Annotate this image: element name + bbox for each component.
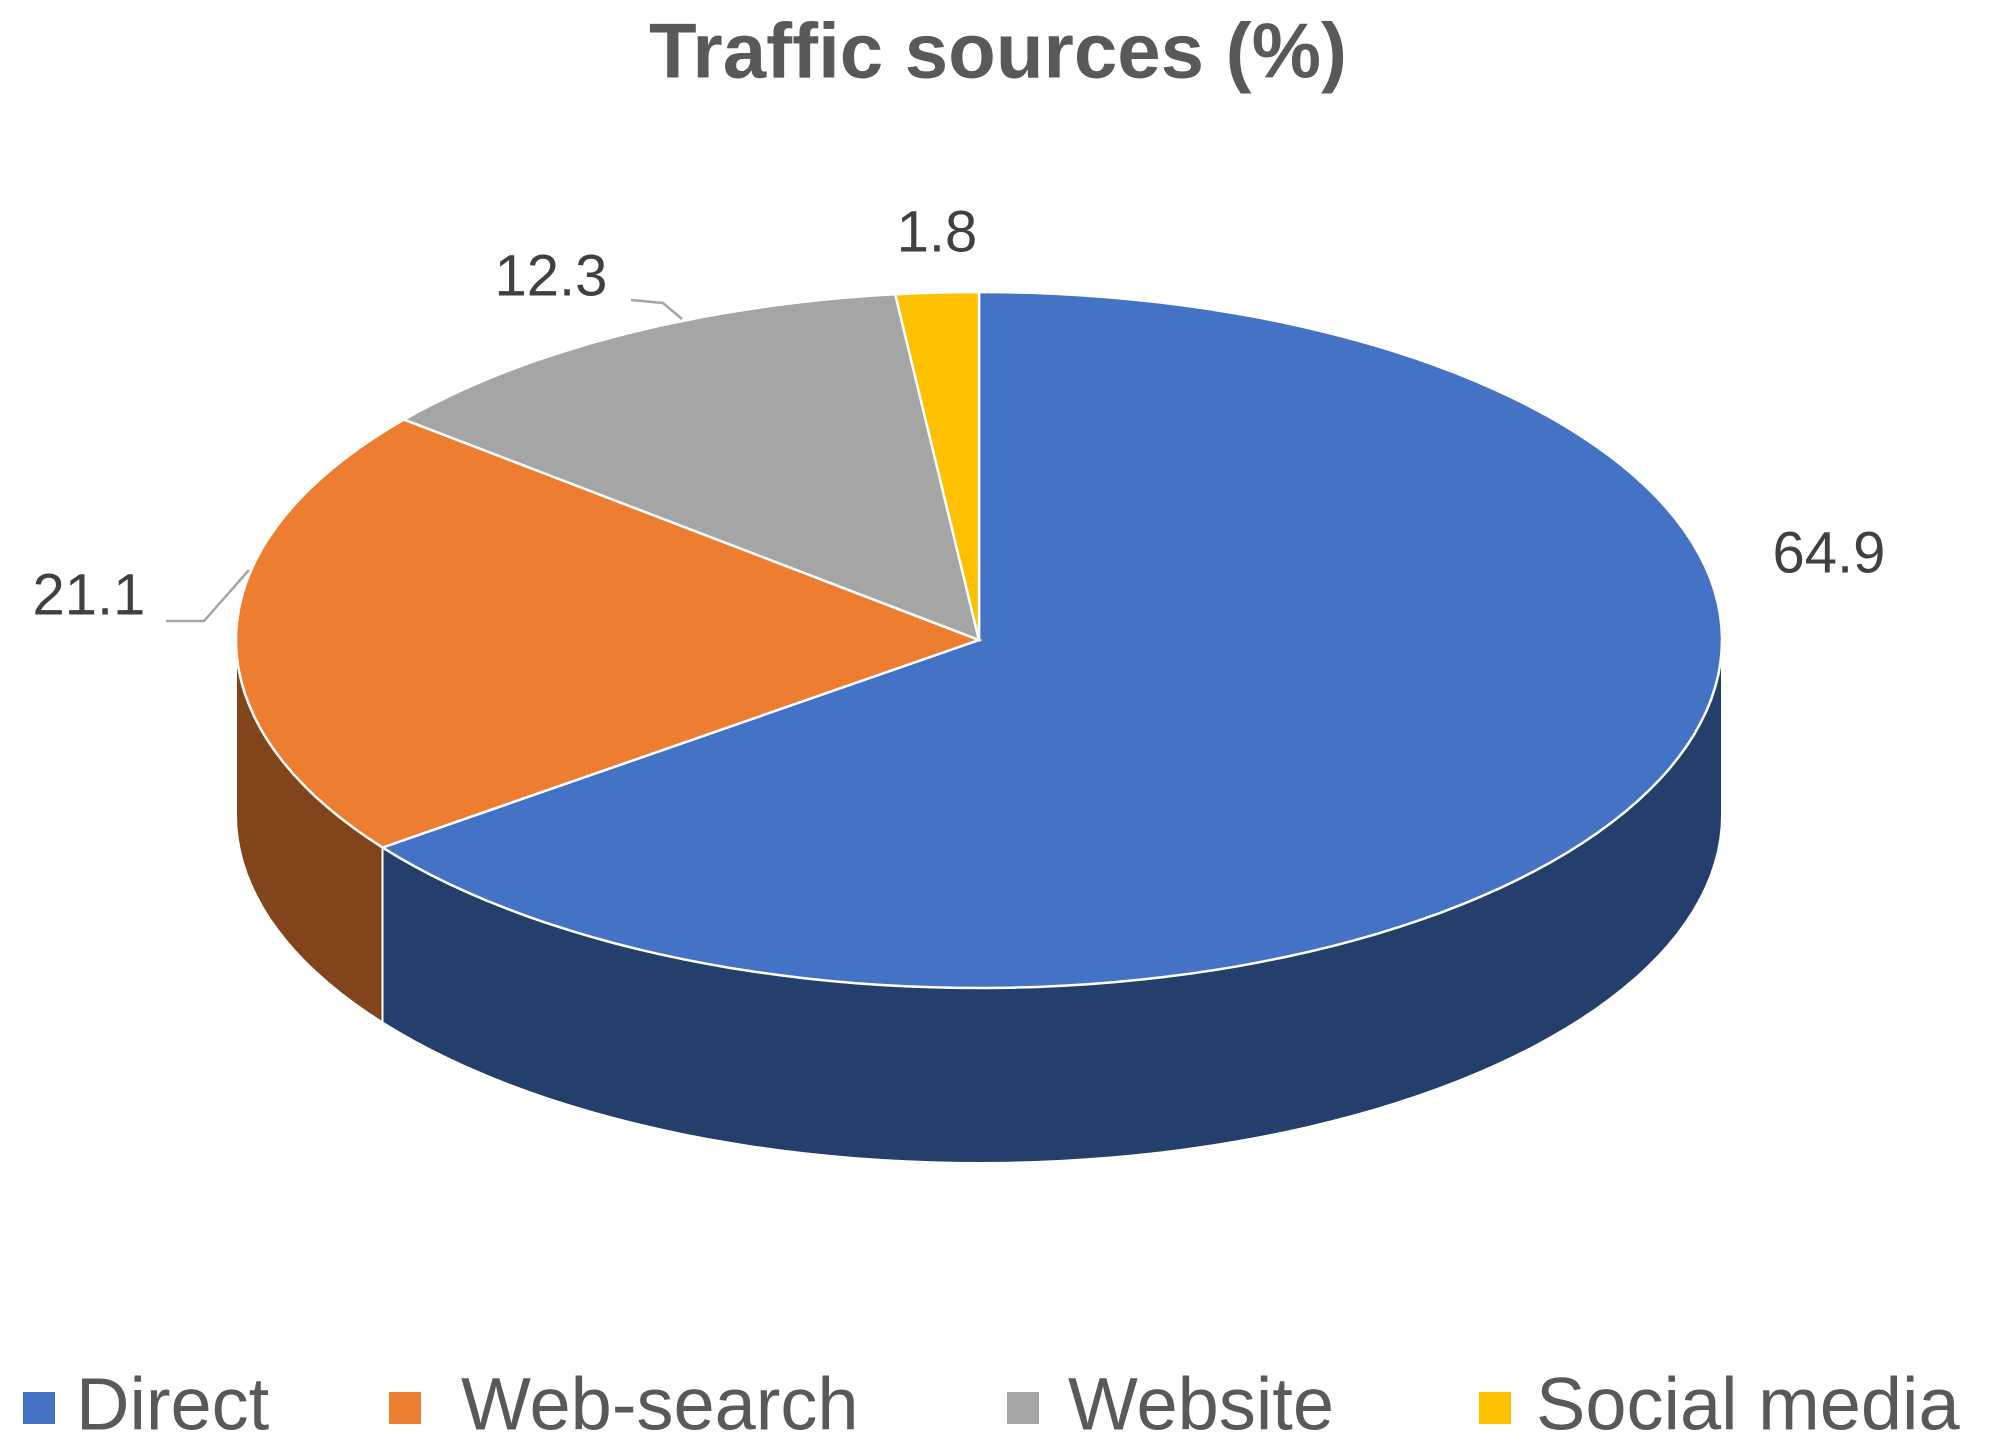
legend-swatch	[389, 1392, 421, 1424]
legend-swatch	[1007, 1392, 1039, 1424]
data-label: 64.9	[1773, 520, 1886, 585]
legend-swatch	[1479, 1392, 1511, 1424]
legend-label: Direct	[76, 1363, 270, 1446]
slice	[893, 290, 981, 641]
data-label: 12.3	[495, 243, 608, 308]
chart-title: Traffic sources (%)	[649, 7, 1347, 95]
legend-swatch	[23, 1392, 55, 1424]
leader-line	[166, 569, 250, 623]
legend-label: Web-search	[461, 1363, 859, 1446]
slice	[234, 418, 983, 849]
legend-label: Website	[1068, 1363, 1334, 1446]
slice	[401, 292, 981, 643]
data-label: 1.8	[897, 199, 978, 264]
data-label: 21.1	[33, 562, 146, 627]
leader-line	[630, 298, 683, 320]
slice	[379, 290, 1724, 990]
legend-label: Social media	[1536, 1363, 1961, 1446]
